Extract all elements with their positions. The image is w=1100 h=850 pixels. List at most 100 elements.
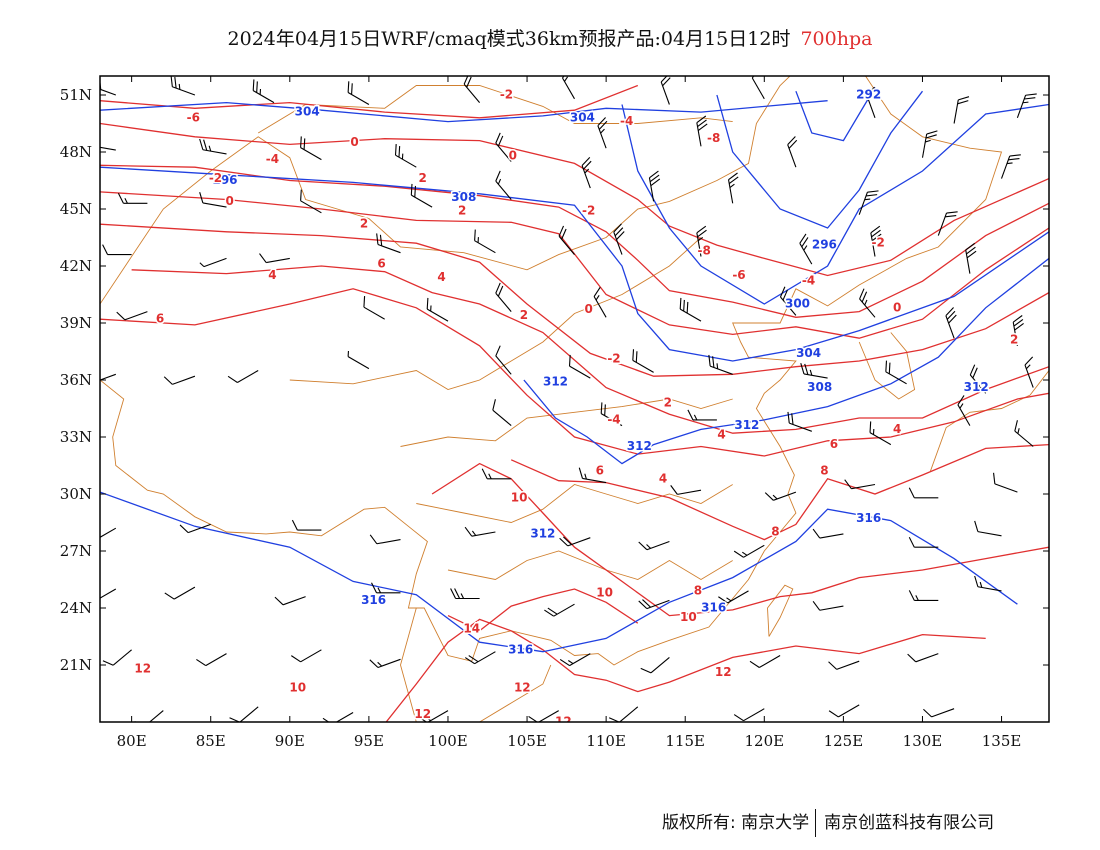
contour-label: -6 bbox=[187, 110, 200, 124]
wind-barb bbox=[495, 345, 512, 375]
contour-label: 2 bbox=[360, 217, 368, 231]
wind-barb bbox=[844, 479, 876, 490]
wind-barb bbox=[102, 649, 132, 666]
wind-barb bbox=[369, 658, 401, 669]
wind-barb bbox=[974, 575, 1002, 592]
wind-barb bbox=[300, 136, 322, 161]
wind-barb bbox=[957, 395, 971, 426]
wind-barb bbox=[495, 132, 512, 162]
wind-barb bbox=[670, 485, 702, 495]
contour-label: 2 bbox=[1010, 333, 1018, 347]
wind-barb bbox=[858, 190, 879, 215]
wind-barb bbox=[1012, 315, 1024, 346]
temperature-contour bbox=[100, 164, 1049, 318]
title-main: 2024年04月15日WRF/cmaq模式36km预报产品:04月15日12时 bbox=[227, 28, 791, 50]
wind-barb bbox=[100, 527, 117, 541]
contour-label: 2 bbox=[664, 395, 672, 409]
contour-label: 4 bbox=[893, 422, 901, 436]
wind-barb bbox=[463, 76, 481, 103]
wind-barb bbox=[749, 655, 781, 668]
wind-barb bbox=[600, 402, 623, 427]
wind-barb bbox=[859, 288, 876, 318]
wind-barb bbox=[779, 286, 797, 316]
wind-barb bbox=[274, 596, 306, 606]
contour-label: 304 bbox=[295, 105, 320, 119]
company-text: 南京创蓝科技有限公司 bbox=[824, 813, 995, 833]
wind-barb bbox=[581, 157, 592, 189]
lat-tick-label: 42N bbox=[60, 257, 92, 275]
wind-barb bbox=[100, 373, 116, 384]
wind-barb bbox=[558, 225, 575, 255]
wind-barb bbox=[1014, 420, 1034, 447]
wind-barb bbox=[199, 257, 227, 268]
wind-barb bbox=[945, 307, 957, 339]
wind-barb bbox=[718, 590, 749, 604]
wind-barb bbox=[199, 138, 227, 155]
wind-barb bbox=[799, 233, 813, 265]
boundary-indochina bbox=[400, 607, 552, 722]
temperature-contour bbox=[100, 191, 1049, 339]
wind-barb bbox=[100, 588, 117, 602]
temperature-contour bbox=[100, 84, 639, 119]
contour-label: 2 bbox=[458, 203, 466, 217]
boundary-taiwan bbox=[767, 584, 794, 637]
wind-barb bbox=[474, 229, 496, 254]
contour-label: -2 bbox=[582, 203, 595, 217]
wind-barb bbox=[252, 79, 275, 104]
contour-label: 312 bbox=[543, 374, 568, 388]
wind-barb bbox=[1024, 356, 1034, 388]
lon-tick-label: 95E bbox=[354, 732, 384, 750]
wind-barb bbox=[1000, 154, 1021, 179]
contour-labels: 304 304 308 312 312 312 312 312 316 316 316 316 308 3… bbox=[133, 86, 1020, 722]
credits-divider bbox=[815, 809, 817, 837]
lat-tick-label: 45N bbox=[60, 200, 92, 218]
contour-label: 316 bbox=[701, 601, 726, 615]
contour-label: 12 bbox=[414, 707, 431, 721]
wind-barb bbox=[687, 409, 717, 421]
contour-label: 14 bbox=[463, 621, 480, 635]
wind-barb bbox=[363, 296, 385, 320]
temperature-contours bbox=[100, 84, 1049, 722]
wind-barb bbox=[828, 704, 860, 718]
boundary-china-outline bbox=[100, 76, 1003, 666]
wind-barb bbox=[812, 600, 844, 611]
lat-tick-label: 51N bbox=[60, 86, 92, 104]
wind-barb bbox=[727, 172, 739, 204]
contour-label: 304 bbox=[796, 346, 821, 360]
credits: 版权所有: 南京大学 南京创蓝科技有限公司 bbox=[662, 808, 994, 837]
lon-tick-label: 125E bbox=[824, 732, 864, 750]
lon-tick-label: 105E bbox=[507, 732, 547, 750]
contour-label: 8 bbox=[694, 583, 702, 597]
lon-tick-label: 115E bbox=[665, 732, 705, 750]
boundary-province-line-c bbox=[416, 484, 733, 523]
wind-barb bbox=[907, 653, 939, 663]
height-contour bbox=[795, 87, 876, 142]
boundary-korea-japan bbox=[858, 332, 916, 400]
map-title: 2024年04月15日WRF/cmaq模式36km预报产品:04月15日12时 7… bbox=[0, 24, 1100, 51]
temperature-contour bbox=[131, 265, 1049, 434]
wind-barb bbox=[464, 651, 496, 665]
wind-barb bbox=[163, 375, 196, 385]
lat-tick-label: 36N bbox=[60, 371, 92, 389]
lat-tick-label: 48N bbox=[60, 143, 92, 161]
contour-label: 0 bbox=[893, 300, 901, 314]
contour-label: 10 bbox=[511, 490, 528, 504]
wind-barb bbox=[679, 297, 702, 322]
wind-barb bbox=[866, 86, 876, 118]
boundary-province-line-b bbox=[400, 398, 733, 447]
contour-label: 312 bbox=[964, 380, 989, 394]
wind-barb bbox=[638, 599, 670, 610]
wind-barb bbox=[921, 130, 938, 158]
wind-barb bbox=[648, 170, 661, 202]
wind-barb bbox=[322, 712, 354, 722]
contour-label: 0 bbox=[350, 135, 358, 149]
contour-label: -2 bbox=[209, 171, 222, 185]
contour-label: -4 bbox=[266, 152, 279, 166]
lon-tick-label: 100E bbox=[428, 732, 468, 750]
title-pressure-level: 700hpa bbox=[800, 28, 873, 50]
wind-barb bbox=[640, 656, 670, 674]
wind-barb bbox=[800, 363, 828, 379]
lat-tick-label: 24N bbox=[60, 599, 92, 617]
wind-barb bbox=[227, 370, 259, 383]
temperature-contour bbox=[100, 223, 1049, 377]
